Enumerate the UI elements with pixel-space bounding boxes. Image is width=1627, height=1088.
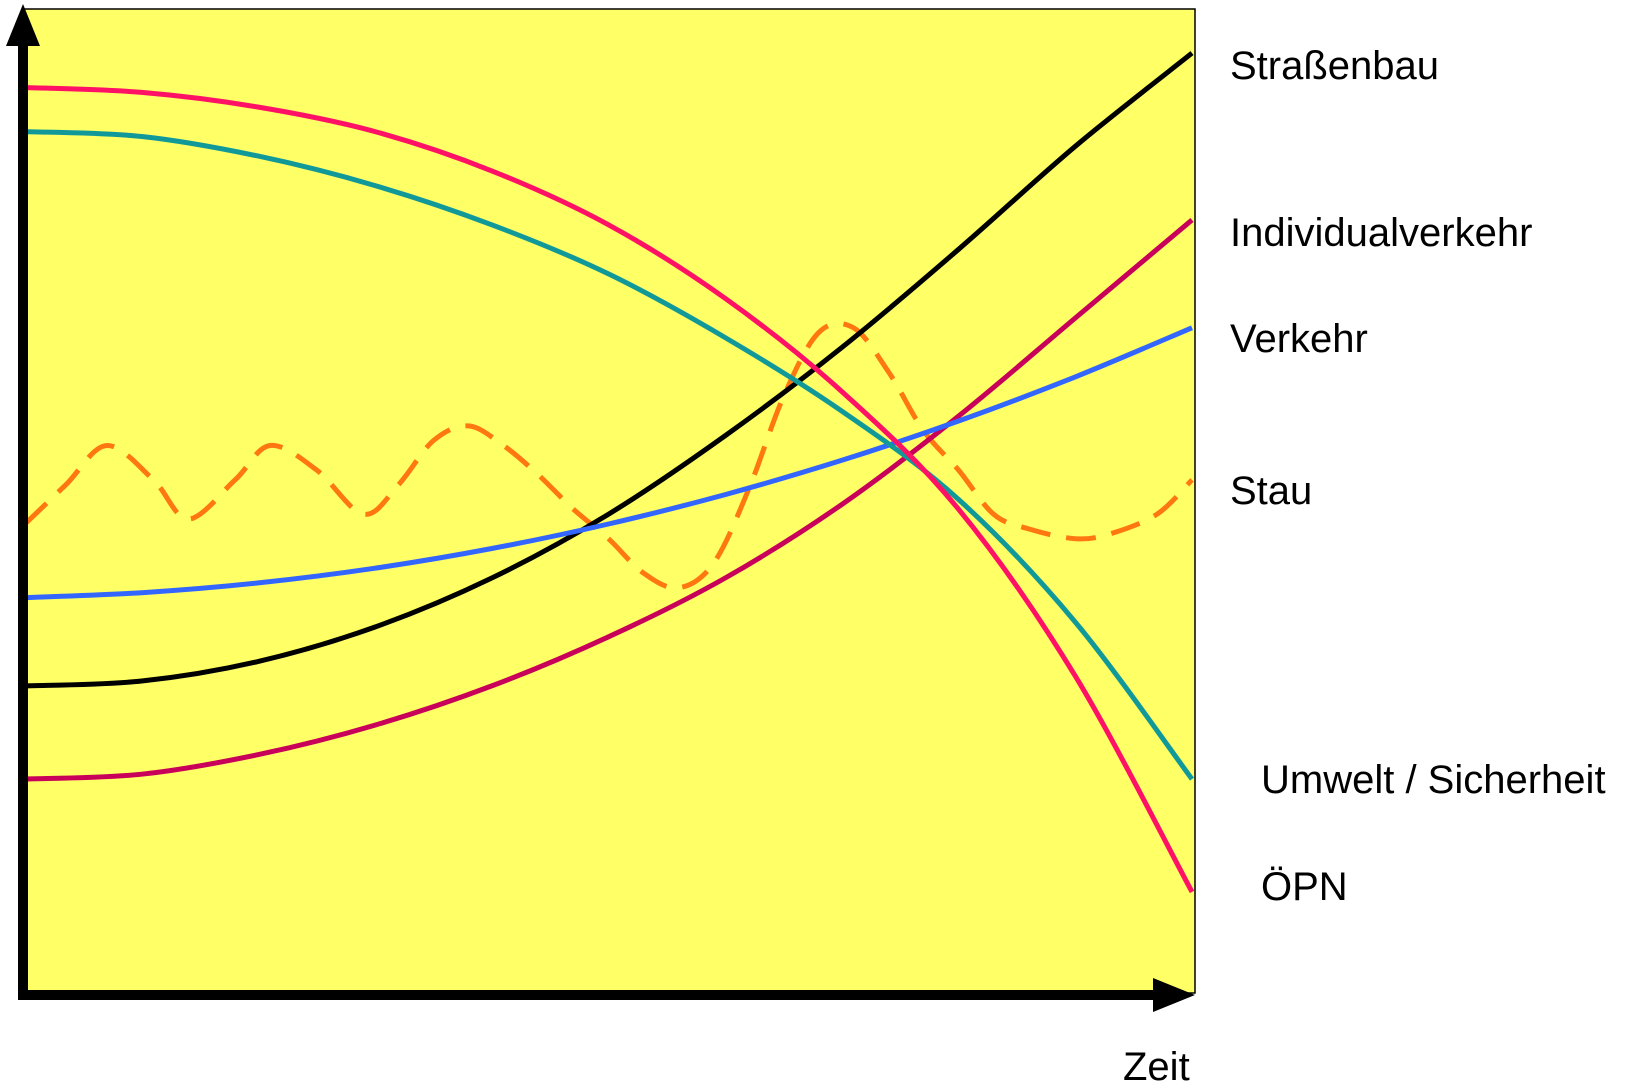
- series-layer: [23, 51, 1195, 894]
- series-line-oepn: [24, 85, 1195, 894]
- x-axis-arrow: [1153, 978, 1195, 1012]
- label-layer: Straßenbau Individualverkehr Verkehr Stau Um…: [1230, 44, 1606, 909]
- y-axis-arrow: [6, 4, 40, 46]
- series-line-verkehr: [24, 325, 1193, 601]
- series-label-individualverkehr: Individualverkehr: [1230, 211, 1532, 255]
- series-label-verkehr: Verkehr: [1230, 317, 1368, 361]
- plot-area: [22, 8, 1196, 994]
- series-label-umwelt-sicherheit: Umwelt / Sicherheit: [1261, 758, 1606, 802]
- series-label-oepn: ÖPN: [1261, 865, 1348, 909]
- series-line-strassenbau: [24, 51, 1194, 689]
- series-line-individualverkehr: [24, 217, 1194, 782]
- series-label-stau: Stau: [1230, 469, 1312, 513]
- x-axis-label: Zeit: [1123, 1045, 1190, 1088]
- series-line-umwelt-sicherheit: [24, 129, 1195, 781]
- series-line-stau: [23, 320, 1194, 591]
- series-label-strassenbau: Straßenbau: [1230, 44, 1439, 88]
